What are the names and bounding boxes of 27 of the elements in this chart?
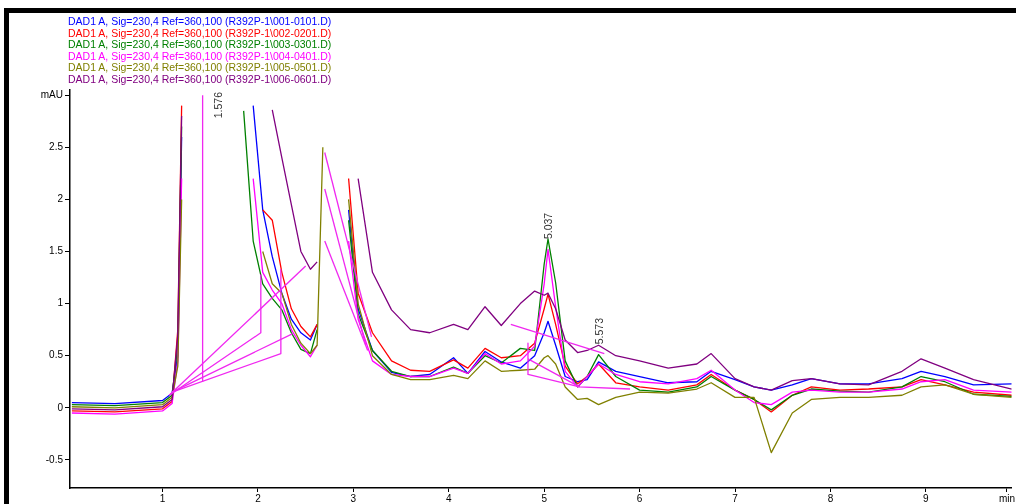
x-tick-label: 8 <box>827 492 834 504</box>
y-tick-label: 0.5 <box>49 349 64 361</box>
y-tick-label: 1 <box>57 297 64 309</box>
x-tick-label: 2 <box>255 492 262 504</box>
text: DAD1 A, Sig=230,4 Ref=360,100 (R392P-1\003-0301.D) <box>68 38 332 51</box>
y-tick-label: mAU <box>40 88 63 100</box>
y-tick-label: -0.5 <box>45 453 64 465</box>
y-tick-label: 1.5 <box>49 245 64 257</box>
text: DAD1 A, Sig=230,4 Ref=360,100 (R392P-1\004-0401.D) <box>68 49 332 62</box>
x-tick-label: 5 <box>541 492 548 504</box>
x-tick-label: 6 <box>636 492 643 504</box>
x-tick-label: 9 <box>923 492 930 504</box>
text: DAD1 A, Sig=230,4 Ref=360,100 (R392P-1\002-0201.D) <box>68 26 332 39</box>
x-tick-label: 3 <box>350 492 357 504</box>
text: DAD1 A, Sig=230,4 Ref=360,100 (R392P-1\001-0101.D) <box>68 15 332 28</box>
y-tick-label: 0 <box>57 401 64 413</box>
x-tick-label: 7 <box>732 492 739 504</box>
text: DAD1 A, Sig=230,4 Ref=360,100 (R392P-1\006-0601.D) <box>68 72 332 85</box>
x-tick-label: min <box>998 492 1016 504</box>
annotation: 5.573 <box>592 317 605 345</box>
annotation: 5.037 <box>542 212 555 240</box>
x-tick-label: 1 <box>159 492 166 504</box>
annotation: 1.576 <box>212 91 224 119</box>
text: DAD1 A, Sig=230,4 Ref=360,100 (R392P-1\005-0501.D) <box>68 61 332 74</box>
y-tick-label: 2.5 <box>49 141 64 153</box>
y-tick-label: 2 <box>57 193 64 205</box>
x-tick-label: 4 <box>446 492 452 504</box>
